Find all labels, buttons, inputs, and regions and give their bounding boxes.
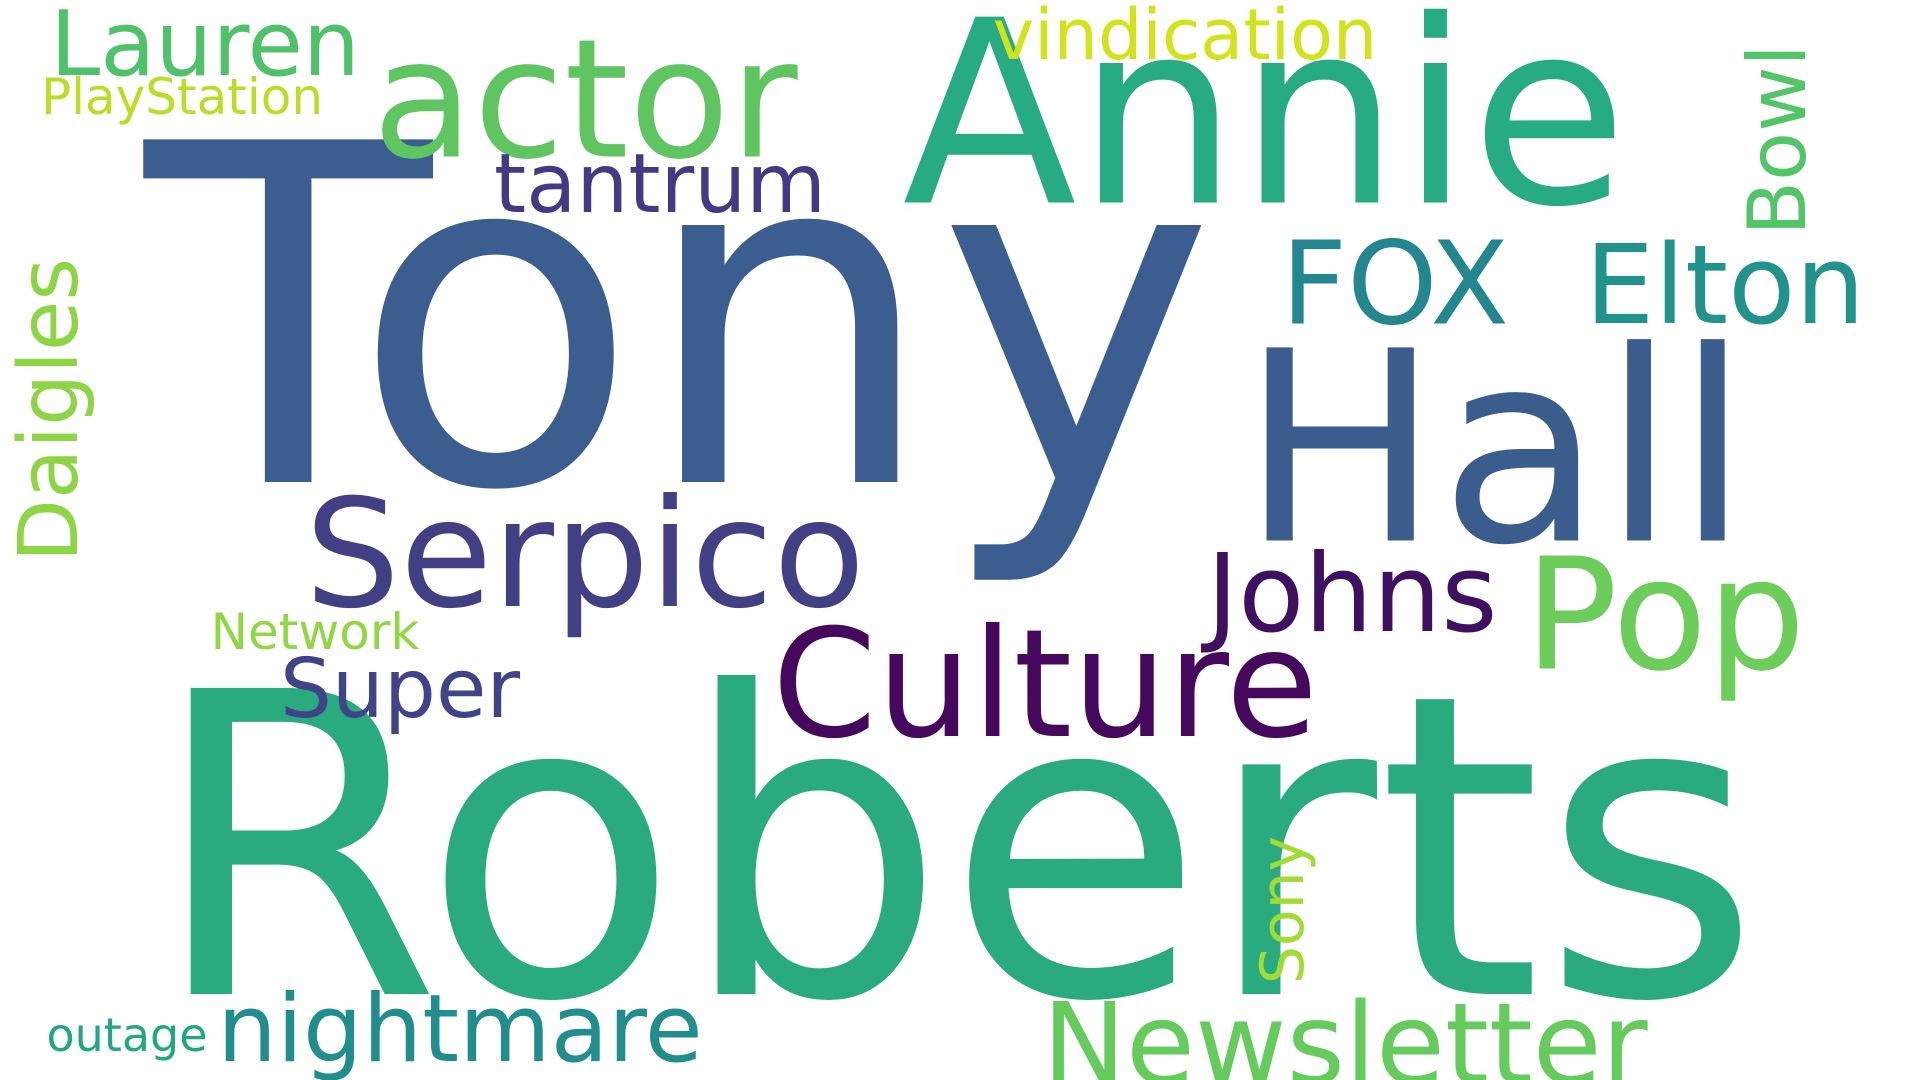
word-daigles: Daigles [2, 257, 97, 563]
word-pop: Pop [1524, 524, 1806, 706]
word-annie: Annie [902, 0, 1628, 264]
word-elton: Elton [1584, 221, 1866, 349]
word-vindication: vindication [992, 0, 1378, 76]
word-tantrum: tantrum [493, 137, 827, 232]
word-bowl: Bowl [1731, 44, 1824, 236]
word-lauren: Lauren [50, 0, 360, 97]
word-serpico: Serpico [304, 468, 866, 642]
word-actor: actor [372, 3, 798, 196]
word-nightmare: nightmare [217, 975, 703, 1080]
word-culture: Culture [771, 598, 1319, 772]
word-super: Super [279, 642, 521, 737]
word-newsletter: Newsletter [1042, 980, 1648, 1080]
word-playstation: PlayStation [40, 68, 324, 126]
word-johns: Johns [1206, 532, 1498, 657]
word-network: Network [210, 603, 420, 661]
word-hall: Hall [1240, 295, 1750, 604]
word-roberts: Roberts [149, 605, 1761, 1080]
word-outage: outage [46, 1008, 208, 1062]
word-sony: Sony [1248, 835, 1318, 985]
word-tony: Tony [144, 46, 1216, 593]
word-fox: FOX [1280, 217, 1510, 352]
